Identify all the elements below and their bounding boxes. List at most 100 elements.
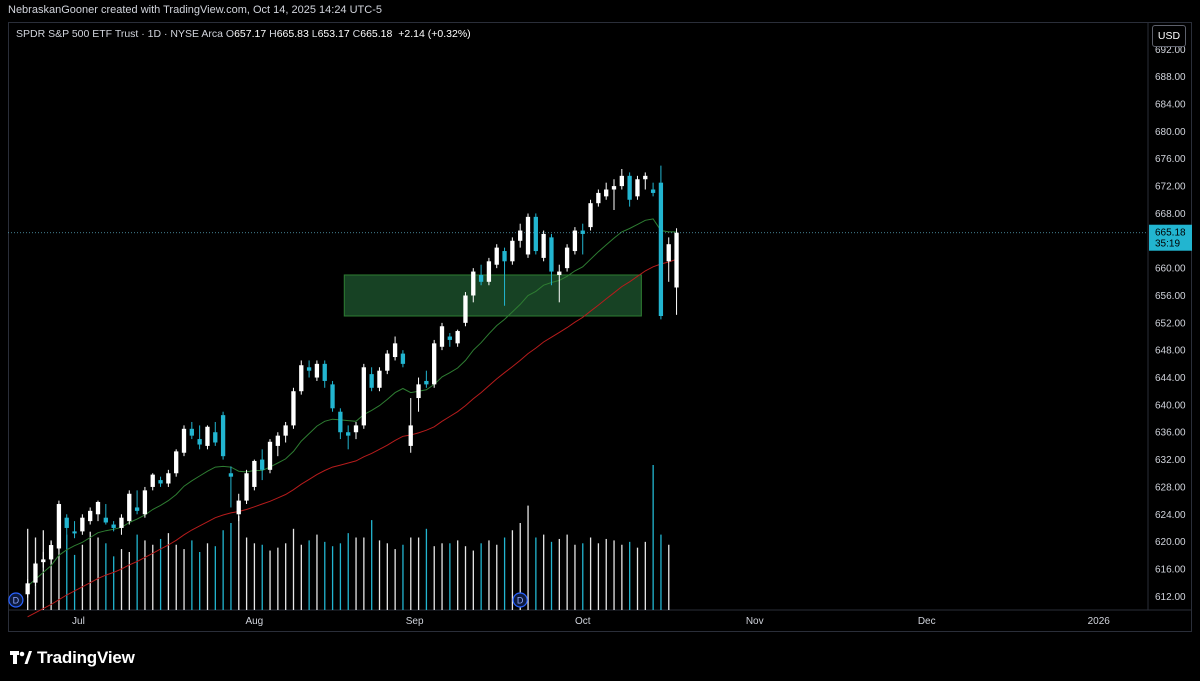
candle-body	[525, 216, 531, 255]
volume-bar	[97, 537, 99, 610]
candle-body	[549, 237, 554, 272]
candle-body	[111, 524, 116, 528]
volume-bar	[66, 534, 68, 610]
candle-body	[64, 517, 69, 528]
volume-bar	[511, 530, 514, 610]
candle-body	[142, 490, 148, 515]
volume-bar	[394, 549, 396, 610]
symbol-title: SPDR S&P 500 ETF Trust · 1D · NYSE Arca	[16, 28, 223, 40]
candle-body	[541, 233, 546, 258]
candle-body	[205, 426, 210, 446]
volume-bar	[621, 544, 623, 610]
y-tick-label: 676.00	[1155, 154, 1186, 165]
high-value: 665.83	[276, 28, 309, 40]
y-tick-label: 652.00	[1155, 318, 1186, 329]
volume-bar	[629, 541, 631, 610]
volume-bar	[285, 543, 287, 610]
candle-body	[353, 425, 359, 433]
candle-body	[338, 411, 343, 433]
candle-body	[369, 374, 374, 388]
currency-button[interactable]: USD	[1152, 25, 1186, 47]
attribution-text: NebraskanGooner created with TradingView…	[8, 4, 382, 16]
y-tick-label: 636.00	[1155, 428, 1186, 439]
candle-body	[25, 583, 30, 595]
volume-bar	[402, 544, 404, 610]
dividend-marker-icon	[512, 592, 528, 608]
y-tick-label: 644.00	[1155, 373, 1186, 384]
candle-body	[674, 232, 679, 288]
volume-bar	[175, 544, 177, 610]
dividend-marker-label: D	[517, 596, 524, 606]
volume-bar	[347, 533, 349, 610]
candle-body	[48, 545, 54, 560]
tradingview-logo[interactable]: TradingView	[10, 647, 135, 669]
volume-bar	[652, 465, 654, 610]
candle-body	[174, 451, 179, 474]
volume-bar	[433, 546, 435, 610]
last-price-tag	[1149, 224, 1192, 251]
dividend-marker-label: D	[13, 596, 20, 606]
candle-body	[478, 274, 484, 282]
volume-bar	[214, 546, 216, 610]
volume-bar	[644, 541, 646, 610]
y-tick-label: 616.00	[1155, 564, 1186, 575]
candle-body	[166, 473, 171, 484]
symbol-legend: SPDR S&P 500 ETF Trust · 1D · NYSE Arca …	[16, 28, 471, 40]
low-label: L	[311, 28, 318, 40]
candle-body	[416, 384, 421, 399]
candle-body	[267, 441, 273, 470]
volume-bar	[42, 530, 44, 610]
low-value: 653.17	[317, 28, 350, 40]
candle-body	[56, 504, 62, 549]
volume-bar	[566, 534, 568, 610]
candle-body	[455, 331, 460, 344]
volume-bar	[292, 528, 295, 610]
volume-bar	[253, 543, 256, 610]
candle-body	[564, 247, 570, 269]
volume-bar	[488, 540, 490, 610]
candle-body	[432, 343, 437, 385]
volume-bar	[206, 543, 209, 610]
candle-body	[306, 367, 312, 371]
x-tick-label: Jul	[72, 616, 85, 627]
volume-bar	[199, 552, 201, 610]
price-axis[interactable]: 612.00 616.00 620.00 624.00 628.00 632.00 636.…	[1149, 45, 1192, 603]
candle-body	[604, 189, 609, 197]
last-price-label: 665.18	[1155, 228, 1186, 239]
x-tick-label: Nov	[746, 616, 764, 627]
candle-body	[291, 391, 296, 426]
volume-bar	[331, 546, 334, 610]
tradingview-logo-icon	[10, 651, 32, 664]
candle-body	[41, 559, 46, 563]
volume-bar	[363, 537, 365, 610]
candle-body	[486, 261, 492, 282]
open-value: 657.17	[234, 28, 267, 40]
volume-bar	[464, 546, 467, 610]
candle-body	[471, 271, 476, 296]
candle-body	[330, 384, 335, 409]
volume-bar	[222, 530, 224, 610]
volume-bar	[269, 550, 271, 610]
volume-bar	[89, 531, 91, 610]
x-tick-label: Oct	[575, 616, 591, 627]
candle-body	[666, 244, 671, 262]
candle-body	[252, 460, 257, 487]
price-chart[interactable]: 612.00 616.00 620.00 624.00 628.00 632.00 636.…	[8, 22, 1192, 632]
time-axis[interactable]: Jul Aug Sep Oct Nov Dec 2026	[72, 616, 1110, 627]
candle-body	[439, 326, 445, 347]
y-tick-label: 684.00	[1155, 100, 1186, 111]
candle-body	[80, 517, 85, 532]
candle-body	[189, 428, 194, 436]
volume-bar	[105, 543, 107, 610]
volume-bar	[386, 543, 388, 610]
candle-body	[463, 295, 468, 323]
candle-body	[228, 473, 234, 477]
grid-layer	[8, 22, 1192, 611]
logo-text: TradingView	[37, 648, 135, 667]
candle-body	[95, 501, 101, 515]
volume-bar	[355, 537, 357, 610]
volume-bar	[605, 538, 607, 610]
candle-body	[119, 517, 124, 528]
y-tick-label: 632.00	[1155, 455, 1186, 466]
